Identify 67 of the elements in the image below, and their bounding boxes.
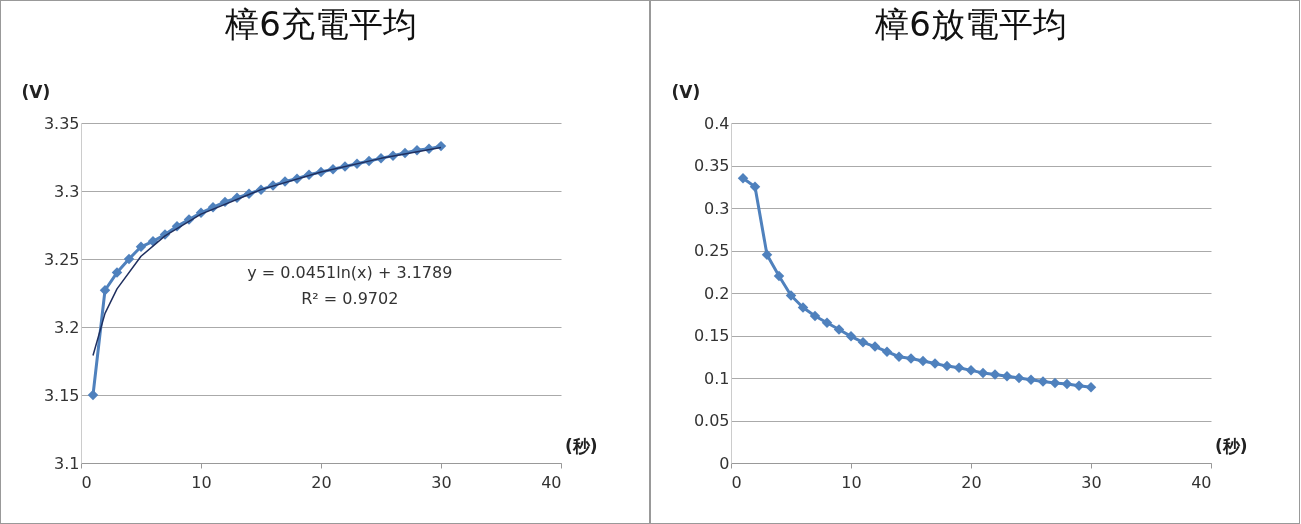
point — [1013, 372, 1025, 384]
point — [1061, 378, 1073, 390]
x-tick-label: 30 — [1081, 472, 1102, 492]
y-tick-label: 0 — [719, 453, 730, 473]
y-tick-label: 3.1 — [54, 453, 80, 473]
point — [135, 241, 147, 252]
point — [845, 331, 857, 342]
point — [123, 253, 135, 265]
y-tick-label: 0.2 — [704, 283, 730, 303]
point — [821, 317, 833, 328]
point — [869, 341, 881, 352]
y-tick-label: 0.15 — [693, 326, 730, 345]
point — [737, 173, 749, 184]
point — [965, 365, 977, 376]
y-tick-label: 3.35 — [43, 113, 80, 133]
x-tick-label: 40 — [1191, 472, 1212, 492]
y-tick-label: 0.05 — [693, 411, 730, 430]
annotation: R² = 0.9702 — [301, 288, 399, 308]
x-tick-label: 30 — [431, 472, 452, 492]
point — [953, 362, 965, 374]
point — [929, 358, 941, 369]
point — [941, 360, 953, 372]
point — [87, 389, 99, 401]
point — [1001, 371, 1013, 382]
y-tick-label: 0.35 — [693, 156, 730, 175]
point — [917, 355, 929, 367]
y-tick-label: 3.2 — [54, 317, 80, 337]
x-tick-label: 20 — [311, 472, 332, 492]
point — [99, 285, 111, 296]
point — [833, 324, 845, 335]
chart-title: 樟6充電平均 — [224, 4, 417, 44]
y-axis-title: (V) — [21, 81, 51, 102]
y-axis-title: (V) — [671, 81, 701, 102]
point — [785, 290, 797, 301]
point — [905, 353, 917, 364]
point — [893, 351, 905, 362]
point — [989, 369, 1001, 380]
y-tick-label: 0.25 — [693, 241, 730, 260]
y-tick-label: 0.3 — [704, 198, 730, 218]
x-axis-title: (秒) — [564, 435, 598, 456]
y-tick-label: 3.25 — [43, 249, 80, 269]
point — [857, 337, 869, 348]
chart-title: 樟6放電平均 — [874, 4, 1067, 44]
point — [749, 181, 761, 192]
point — [111, 267, 123, 278]
x-tick-label: 10 — [191, 472, 212, 492]
x-axis-title: (秒) — [1214, 435, 1248, 456]
point — [435, 140, 447, 152]
point — [797, 302, 809, 313]
point — [761, 249, 773, 260]
point — [977, 367, 989, 379]
point — [773, 270, 785, 282]
point — [1073, 380, 1085, 391]
point — [1049, 377, 1061, 389]
point — [881, 346, 893, 357]
y-tick-label: 3.15 — [43, 385, 80, 405]
point — [1025, 374, 1037, 385]
x-tick-label: 10 — [841, 472, 862, 492]
y-tick-label: 0.4 — [704, 113, 730, 133]
point — [1037, 376, 1049, 387]
y-tick-label: 3.3 — [54, 181, 80, 201]
point — [809, 310, 821, 322]
y-tick-label: 0.1 — [704, 368, 730, 388]
x-tick-label: 20 — [961, 472, 982, 492]
x-tick-label: 40 — [541, 472, 562, 492]
point — [1085, 382, 1097, 393]
annotation: y = 0.0451ln(x) + 3.1789 — [247, 262, 453, 282]
